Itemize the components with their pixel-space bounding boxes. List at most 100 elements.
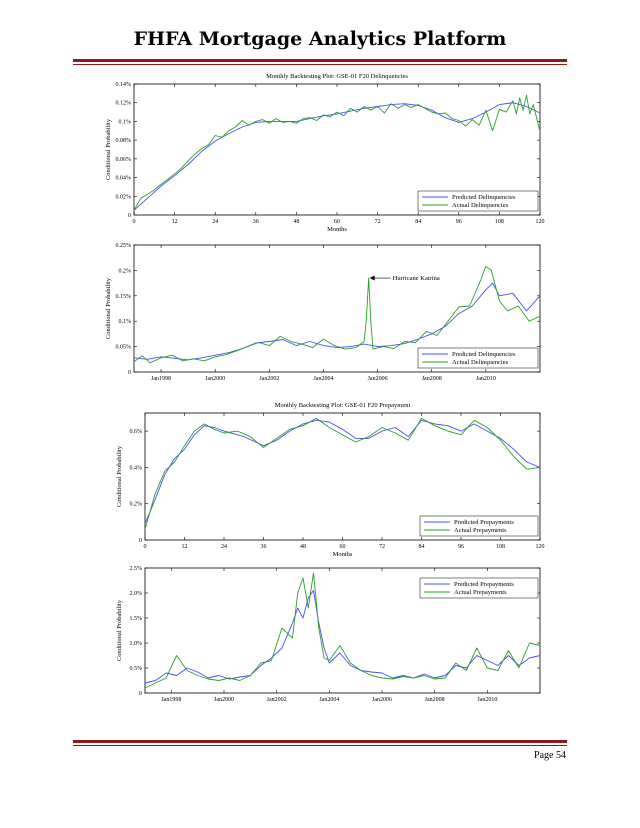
annotation-text: Hurricane Katrina bbox=[393, 275, 440, 282]
x-tick-label: Jan2000 bbox=[214, 697, 234, 703]
y-tick-label: 0.1% bbox=[119, 319, 132, 325]
x-tick-label: 24 bbox=[221, 544, 227, 550]
header-rule-bottom bbox=[73, 64, 567, 65]
x-tick-label: Jan2006 bbox=[368, 376, 388, 382]
x-tick-label: 48 bbox=[300, 544, 306, 550]
chart-title: Monthly Backtesting Plot: GSE-01 F20 Del… bbox=[266, 73, 408, 80]
series-line-predicted bbox=[133, 282, 541, 361]
y-tick-label: 0.4% bbox=[130, 465, 143, 471]
series-line-predicted bbox=[144, 419, 541, 524]
y-tick-label: 0.02% bbox=[116, 194, 132, 200]
y-tick-label: 0 bbox=[128, 213, 131, 219]
y-tick-label: 0.04% bbox=[116, 176, 132, 182]
y-tick-label: 0.12% bbox=[116, 101, 132, 107]
x-tick-label: Jan2002 bbox=[259, 376, 279, 382]
x-axis-label: Months bbox=[327, 226, 347, 233]
footer-rule-bottom bbox=[73, 745, 567, 746]
x-tick-label: 96 bbox=[458, 544, 464, 550]
chart-pre-dates: 0 0.5% 1.0% 1.5% 2.0% 2.5% Jan1998 Jan2000 Jan20… bbox=[116, 566, 541, 703]
legend-box bbox=[419, 577, 539, 599]
chart-del-months: Monthly Backtesting Plot: GSE-01 F20 Del… bbox=[105, 73, 545, 233]
y-tick-label: 0.1% bbox=[119, 119, 132, 125]
series-line-actual bbox=[144, 417, 541, 530]
x-tick-label: 108 bbox=[495, 219, 504, 225]
x-tick-label: 120 bbox=[536, 219, 545, 225]
x-tick-label: 36 bbox=[261, 544, 267, 550]
x-tick-label: Jan1998 bbox=[151, 376, 171, 382]
legend-entry: Actual Prepayments bbox=[454, 589, 507, 596]
y-tick-label: 0.2% bbox=[130, 502, 143, 508]
x-tick-label: Jan2006 bbox=[372, 697, 392, 703]
x-tick-label: 72 bbox=[379, 544, 385, 550]
legend-entry: Actual Prepayments bbox=[454, 527, 507, 534]
x-tick-label: Jan2010 bbox=[476, 376, 496, 382]
chart-del-dates: 0 0.05% 0.1% 0.15% 0.2% 0.25% Jan1998 Jan2000 Ja… bbox=[105, 243, 541, 382]
y-tick-label: 1.0% bbox=[130, 641, 143, 647]
y-tick-label: 0.08% bbox=[116, 138, 132, 144]
x-tick-label: Jan2008 bbox=[422, 376, 442, 382]
x-tick-label: Jan2004 bbox=[319, 697, 339, 703]
y-tick-label: 0.14% bbox=[116, 82, 132, 88]
annotation-arrowhead-icon bbox=[369, 275, 375, 281]
y-tick-label: 0 bbox=[139, 538, 142, 544]
legend-entry: Predicted Delinquencies bbox=[452, 351, 516, 358]
legend-entry: Predicted Prepayments bbox=[454, 519, 514, 526]
x-tick-label: 120 bbox=[536, 544, 545, 550]
x-tick-label: Jan2010 bbox=[477, 697, 497, 703]
legend-entry: Actual Delinquencies bbox=[452, 359, 509, 366]
y-axis-label: Conditional Probability bbox=[116, 599, 123, 661]
x-tick-label: Jan2000 bbox=[205, 376, 225, 382]
x-axis-label: Months bbox=[333, 551, 353, 558]
x-tick-label: 96 bbox=[456, 219, 462, 225]
x-tick-label: Jan2008 bbox=[425, 697, 445, 703]
legend-entry: Predicted Prepayments bbox=[454, 581, 514, 588]
y-tick-label: 0.5% bbox=[130, 666, 143, 672]
legend-box bbox=[417, 347, 539, 369]
legend-entry: Actual Delinquencies bbox=[452, 202, 509, 209]
series-line-actual bbox=[133, 94, 541, 211]
document-title: FHFA Mortgage Analytics Platform bbox=[133, 28, 507, 50]
page-number: Page 54 bbox=[534, 750, 566, 761]
y-tick-label: 0.6% bbox=[130, 429, 143, 435]
x-tick-label: 0 bbox=[144, 544, 147, 550]
x-tick-label: 60 bbox=[340, 544, 346, 550]
y-tick-label: 1.5% bbox=[130, 616, 143, 622]
legend-entry: Predicted Delinquencies bbox=[452, 194, 516, 201]
x-tick-label: 60 bbox=[334, 219, 340, 225]
y-tick-label: 0 bbox=[139, 691, 142, 697]
x-tick-label: 72 bbox=[375, 219, 381, 225]
y-tick-label: 0.15% bbox=[116, 294, 132, 300]
legend-box bbox=[419, 515, 539, 537]
y-tick-label: 2.5% bbox=[130, 566, 143, 572]
x-tick-label: 36 bbox=[253, 219, 259, 225]
y-axis-label: Conditional Probability bbox=[116, 445, 123, 507]
x-tick-label: 48 bbox=[293, 219, 299, 225]
x-tick-label: 84 bbox=[419, 544, 425, 550]
y-axis-label: Conditional Probability bbox=[105, 118, 112, 180]
series-line-actual bbox=[144, 572, 541, 689]
x-tick-label: Jan2002 bbox=[267, 697, 287, 703]
chart-title: Monthly Backtesting Plot: GSE-01 F20 Pre… bbox=[275, 402, 411, 409]
x-tick-label: Jan2004 bbox=[313, 376, 333, 382]
y-tick-label: 0.05% bbox=[116, 345, 132, 351]
series-line-actual bbox=[133, 265, 541, 364]
y-tick-label: 0.2% bbox=[119, 268, 132, 274]
series-line-predicted bbox=[133, 102, 541, 211]
legend-box bbox=[417, 190, 539, 212]
x-tick-label: 12 bbox=[182, 544, 188, 550]
x-tick-label: 12 bbox=[172, 219, 178, 225]
x-tick-label: 84 bbox=[415, 219, 421, 225]
x-tick-label: 108 bbox=[496, 544, 505, 550]
x-tick-label: 0 bbox=[133, 219, 136, 225]
y-axis-label: Conditional Probability bbox=[105, 277, 112, 339]
x-tick-label: Jan1998 bbox=[161, 697, 181, 703]
header-rule-top bbox=[73, 59, 567, 62]
y-tick-label: 2.0% bbox=[130, 591, 143, 597]
y-tick-label: 0.25% bbox=[116, 243, 132, 249]
x-tick-label: 24 bbox=[212, 219, 218, 225]
y-tick-label: 0.06% bbox=[116, 157, 132, 163]
chart-pre-months: Monthly Backtesting Plot: GSE-01 F20 Pre… bbox=[116, 402, 545, 558]
y-tick-label: 0 bbox=[128, 370, 131, 376]
footer-rule-top bbox=[73, 740, 567, 743]
